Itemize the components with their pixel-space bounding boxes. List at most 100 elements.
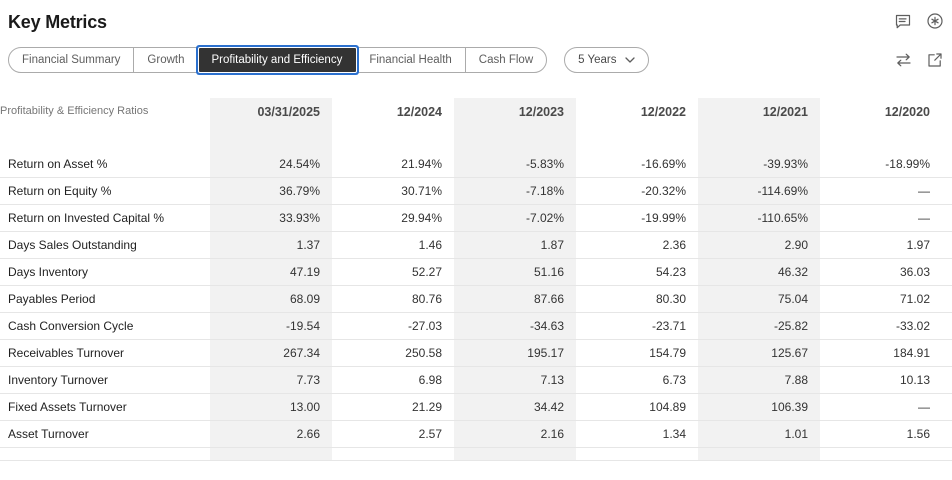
cell-value: — [918,184,930,198]
cell-value: 184.91 [893,346,930,360]
tab-group: Financial Summary Growth Profitability and… [8,47,548,73]
cell-value: -5.83% [454,151,576,177]
column-header: 03/31/2025 [210,98,332,151]
column-header: 12/2024 [396,105,442,119]
cell-value: -18.99% [885,157,930,171]
column-header: 12/2022 [640,105,686,119]
period-selector[interactable]: 5 Years [564,47,649,73]
page-title: Key Metrics [8,12,107,32]
cell-value: 7.73 [210,367,332,393]
cell-value: 154.79 [649,346,686,360]
column-header: 12/2020 [884,105,930,119]
row-label: Receivables Turnover [8,346,125,360]
table-end-gutter [942,286,952,312]
table-spacer-row [0,448,952,460]
table-end-gutter [942,340,952,366]
cell-value: 125.67 [698,340,820,366]
cell-value: 1.56 [906,427,930,441]
cell-value: 7.88 [698,367,820,393]
swap-arrows-icon[interactable] [893,50,913,70]
cell-value: 2.90 [698,232,820,258]
table-end-gutter [942,367,952,393]
cell-value: 87.66 [454,286,576,312]
cell-value: 29.94% [401,211,442,225]
cell-value: 80.76 [411,292,442,306]
tab-financial-summary[interactable]: Financial Summary [9,48,135,72]
table-row: Payables Period 68.09 80.76 87.66 80.30 75.04… [0,286,952,313]
table-end-gutter [942,178,952,204]
tab-growth[interactable]: Growth [134,48,199,72]
cell-value: 51.16 [454,259,576,285]
cell-value: 1.34 [662,427,686,441]
row-label: Days Sales Outstanding [8,238,137,252]
cell-value: 2.57 [418,427,442,441]
cell-value: -39.93% [698,151,820,177]
cell-value: 2.66 [210,421,332,447]
table-end-gutter [942,421,952,447]
row-label: Inventory Turnover [8,373,109,387]
table-row: Fixed Assets Turnover 13.00 21.29 34.42 104.… [0,394,952,421]
cell-value: -23.71 [651,319,686,333]
table-row: Days Sales Outstanding 1.37 1.46 1.87 2.36 2.… [0,232,952,259]
cell-value: 36.79% [210,178,332,204]
cell-value: -19.99% [641,211,686,225]
cell-value: 267.34 [210,340,332,366]
cell-value: -7.02% [454,205,576,231]
comment-icon[interactable] [893,11,913,31]
spacer-cell [820,448,942,460]
page-header: Key Metrics [0,0,952,32]
export-icon[interactable] [925,50,945,70]
table-end-gutter [942,151,952,177]
column-header: 12/2023 [454,98,576,151]
table-row: Asset Turnover 2.66 2.57 2.16 1.34 1.01 1.56 [0,421,952,448]
row-label: Days Inventory [8,265,89,279]
cell-value: -114.69% [698,178,820,204]
row-label: Asset Turnover [8,427,89,441]
row-label: Payables Period [8,292,96,306]
cell-value: 30.71% [401,184,442,198]
cell-value: -16.69% [641,157,686,171]
table-end-gutter [942,205,952,231]
cell-value: 34.42 [454,394,576,420]
tab-financial-health[interactable]: Financial Health [356,48,466,72]
spacer-cell [576,448,698,460]
spacer-cell [210,448,332,460]
header-action-icons [893,11,945,31]
cell-value: 106.39 [698,394,820,420]
row-label: Return on Asset % [8,157,108,171]
cell-value: 36.03 [899,265,930,279]
tab-cash-flow[interactable]: Cash Flow [478,54,534,66]
table-end-gutter [942,394,952,420]
cell-value: 195.17 [454,340,576,366]
table-row: Return on Asset % 24.54% 21.94% -5.83% -16.6… [0,151,952,178]
cell-value: 1.87 [454,232,576,258]
cell-value: 6.73 [662,373,686,387]
table-end-gutter [942,232,952,258]
table-end-gutter [942,448,952,460]
metrics-table: Profitability & Efficiency Ratios 03/31/2… [0,98,952,461]
period-selector-value: 5 Years [578,54,617,66]
column-header: 12/2021 [698,98,820,151]
toolbar: Financial Summary Growth Profitability and… [0,45,952,75]
cell-value: -19.54 [210,313,332,339]
cell-value: -34.63 [454,313,576,339]
circled-asterisk-icon[interactable] [925,11,945,31]
table-header-row: Profitability & Efficiency Ratios 03/31/2… [0,98,952,151]
cell-value: 1.37 [210,232,332,258]
cell-value: — [918,400,930,414]
cell-value: 46.32 [698,259,820,285]
table-row: Return on Invested Capital % 33.93% 29.94%… [0,205,952,232]
cell-value: 250.58 [405,346,442,360]
cell-value: 10.13 [899,373,930,387]
spacer-cell [332,448,454,460]
row-label: Fixed Assets Turnover [8,400,127,414]
cell-value: 21.29 [411,400,442,414]
tab-profitability-and-efficiency[interactable]: Profitability and Efficiency [198,48,357,72]
table-row: Inventory Turnover 7.73 6.98 7.13 6.73 7.88 10… [0,367,952,394]
spacer-cell [0,448,210,460]
cell-value: 52.27 [411,265,442,279]
table-row: Days Inventory 47.19 52.27 51.16 54.23 46.32 3… [0,259,952,286]
table-end-gutter [942,259,952,285]
cell-value: 104.89 [649,400,686,414]
cell-value: 75.04 [698,286,820,312]
